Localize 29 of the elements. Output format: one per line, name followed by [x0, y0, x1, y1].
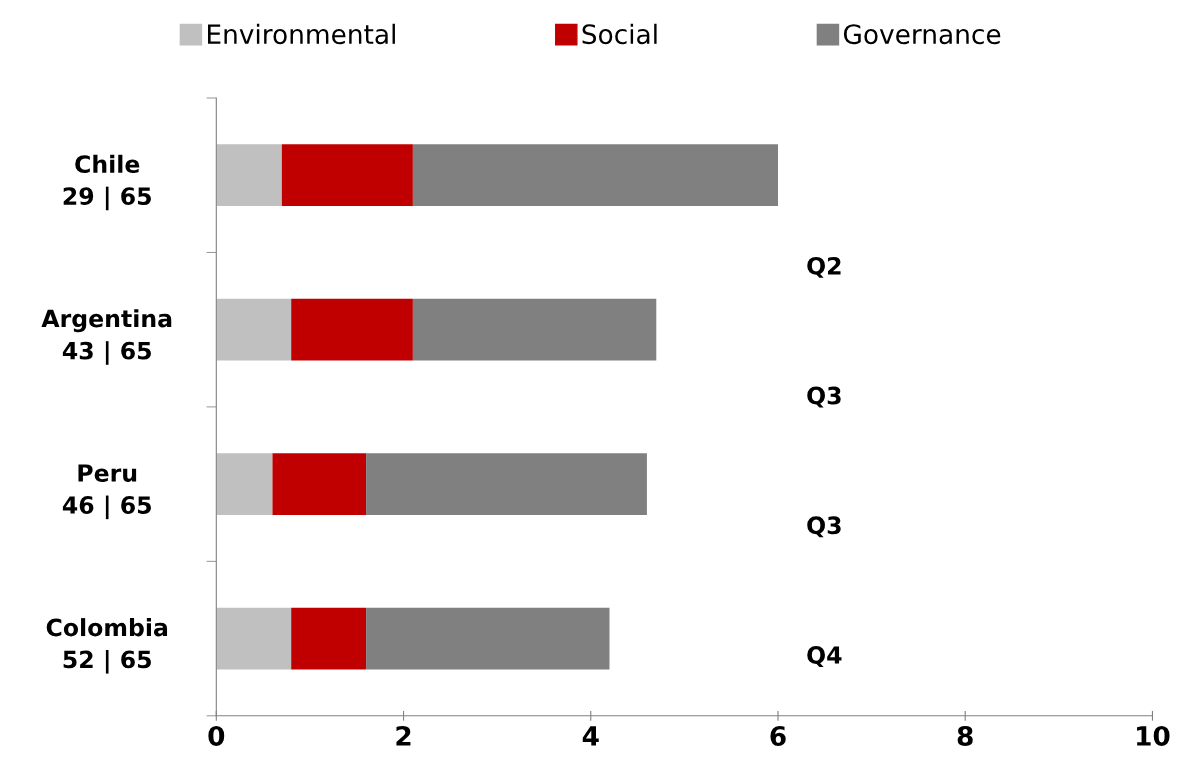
- bar: [216, 607, 292, 670]
- x-tick-label: 4: [582, 726, 599, 746]
- bar: [366, 607, 610, 670]
- y-tick-label: Colombia 52 | 65: [46, 618, 168, 674]
- x-tick-label: 6: [770, 726, 786, 746]
- bar: [216, 144, 282, 207]
- bar: [216, 298, 292, 361]
- bar: [412, 298, 657, 361]
- bar: [216, 453, 273, 516]
- legend-label: Governance: [843, 24, 1001, 45]
- x-tick-label: 10: [1137, 725, 1170, 746]
- bar: [366, 453, 647, 516]
- y-tick-label: Chile 29 | 65: [63, 154, 151, 211]
- annotation: Q3: [807, 386, 841, 408]
- bar: [291, 607, 367, 670]
- legend-label: Environmental: [208, 23, 395, 45]
- bar: [291, 298, 413, 361]
- bar: [281, 144, 413, 207]
- x-tick-label: 0: [208, 725, 225, 746]
- legend-label: Social: [582, 23, 657, 45]
- annotation: Q4: [807, 646, 842, 668]
- y-tick-label: Argentina 43 | 65: [41, 309, 172, 365]
- y-tick-label: Peru 46 | 65: [62, 464, 151, 520]
- x-tick-label: 8: [957, 725, 973, 746]
- bar: [412, 144, 778, 207]
- x-tick-label: 2: [396, 725, 411, 746]
- bar: [272, 453, 367, 516]
- annotation: Q3: [807, 516, 841, 538]
- annotation: Q2: [807, 256, 841, 278]
